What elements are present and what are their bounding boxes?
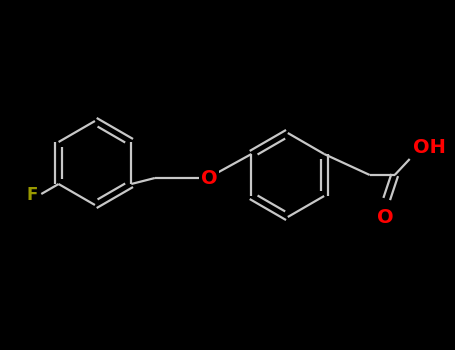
Text: O: O — [377, 208, 394, 227]
Text: OH: OH — [413, 138, 445, 157]
Text: F: F — [27, 186, 38, 204]
Text: O: O — [201, 168, 217, 188]
